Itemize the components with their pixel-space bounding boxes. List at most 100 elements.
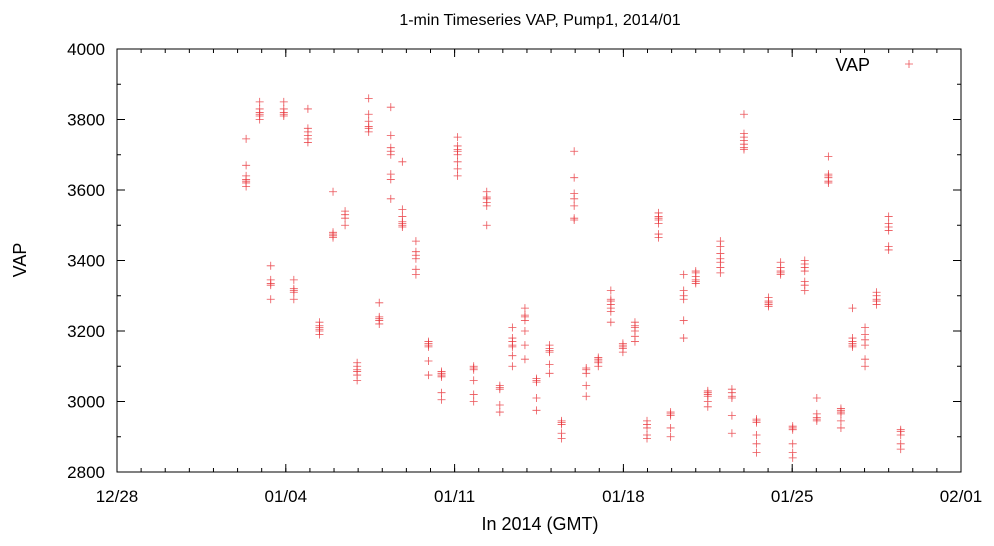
data-point	[508, 334, 517, 343]
data-point	[266, 295, 275, 304]
data-point	[469, 397, 478, 406]
data-point	[570, 147, 579, 156]
legend-label-vap: VAP	[835, 55, 870, 75]
data-point	[630, 318, 639, 327]
y-tick-label: 3000	[67, 393, 105, 412]
data-point	[764, 293, 773, 302]
data-point	[424, 371, 433, 380]
data-point	[266, 275, 275, 284]
data-point	[716, 249, 725, 258]
x-tick-label: 01/18	[602, 487, 645, 506]
data-point	[752, 448, 761, 457]
data-point	[654, 230, 663, 239]
data-point	[386, 103, 395, 112]
legend-marker-vap	[905, 60, 913, 68]
data-point	[861, 323, 870, 332]
data-point	[508, 362, 517, 371]
data-point	[570, 201, 579, 210]
data-point	[437, 367, 446, 376]
data-point	[727, 411, 736, 420]
y-axis: 2800 3000 3200 3400 3600 3800 4000	[67, 40, 961, 482]
data-point	[266, 261, 275, 270]
data-point	[643, 430, 652, 439]
series-vap-marks	[242, 94, 905, 462]
x-tick-label: 02/01	[940, 487, 983, 506]
data-point	[752, 439, 761, 448]
data-point	[398, 205, 407, 214]
data-point	[508, 351, 517, 360]
plot-frame	[116, 48, 962, 473]
data-point	[469, 390, 478, 399]
y-tick-label: 3600	[67, 181, 105, 200]
data-point	[289, 284, 298, 293]
data-point	[508, 323, 517, 332]
data-point	[353, 358, 362, 367]
data-point	[836, 423, 845, 432]
data-point	[582, 381, 591, 390]
data-point	[896, 425, 905, 434]
data-point	[279, 104, 288, 113]
x-tick-label: 01/11	[434, 487, 475, 506]
data-point	[557, 429, 566, 438]
data-point	[824, 152, 833, 161]
y-tick-label: 4000	[67, 40, 105, 59]
data-point	[289, 295, 298, 304]
data-point	[545, 360, 554, 369]
data-point	[716, 237, 725, 246]
data-point	[848, 304, 857, 313]
data-point	[329, 228, 338, 237]
data-point	[398, 212, 407, 221]
data-point	[884, 242, 893, 251]
data-point	[315, 318, 324, 327]
data-point	[482, 221, 491, 230]
x-tick-label: 01/04	[265, 487, 308, 506]
data-point	[884, 219, 893, 228]
data-point	[386, 170, 395, 179]
data-point	[411, 237, 420, 246]
data-point	[824, 170, 833, 179]
x-tick-label: 01/25	[771, 487, 814, 506]
data-point	[739, 129, 748, 138]
data-point	[411, 247, 420, 256]
data-point	[800, 256, 809, 265]
data-point	[848, 334, 857, 343]
data-point	[520, 355, 529, 364]
data-point	[776, 258, 785, 267]
data-point	[872, 288, 881, 297]
data-point	[752, 415, 761, 424]
data-point	[884, 212, 893, 221]
data-point	[545, 341, 554, 350]
data-point	[453, 171, 462, 180]
data-point	[453, 164, 462, 173]
data-point	[570, 173, 579, 182]
legend: VAP	[835, 55, 913, 75]
data-point	[303, 124, 312, 133]
data-point	[520, 304, 529, 313]
data-point	[424, 356, 433, 365]
data-point	[679, 334, 688, 343]
data-point	[469, 362, 478, 371]
data-point	[570, 189, 579, 198]
chart-title: 1-min Timeseries VAP, Pump1, 2014/01	[399, 12, 680, 29]
data-point	[532, 406, 541, 415]
data-point	[606, 286, 615, 295]
data-point	[495, 408, 504, 417]
data-point	[482, 187, 491, 196]
data-point	[242, 134, 251, 143]
data-point	[364, 117, 373, 126]
data-point	[570, 214, 579, 223]
y-tick-label: 3200	[67, 322, 105, 341]
data-point	[812, 393, 821, 402]
data-point	[788, 439, 797, 448]
data-point	[812, 409, 821, 418]
data-point	[520, 327, 529, 335]
data-point	[582, 392, 591, 401]
data-point	[679, 316, 688, 325]
x-axis-label: In 2014 (GMT)	[481, 514, 598, 534]
data-point	[289, 275, 298, 284]
data-point	[303, 104, 312, 113]
data-point	[242, 161, 251, 170]
data-point	[666, 432, 675, 441]
x-axis: 12/28 01/04 01/11 01/18 01/25 02/01	[96, 49, 983, 506]
